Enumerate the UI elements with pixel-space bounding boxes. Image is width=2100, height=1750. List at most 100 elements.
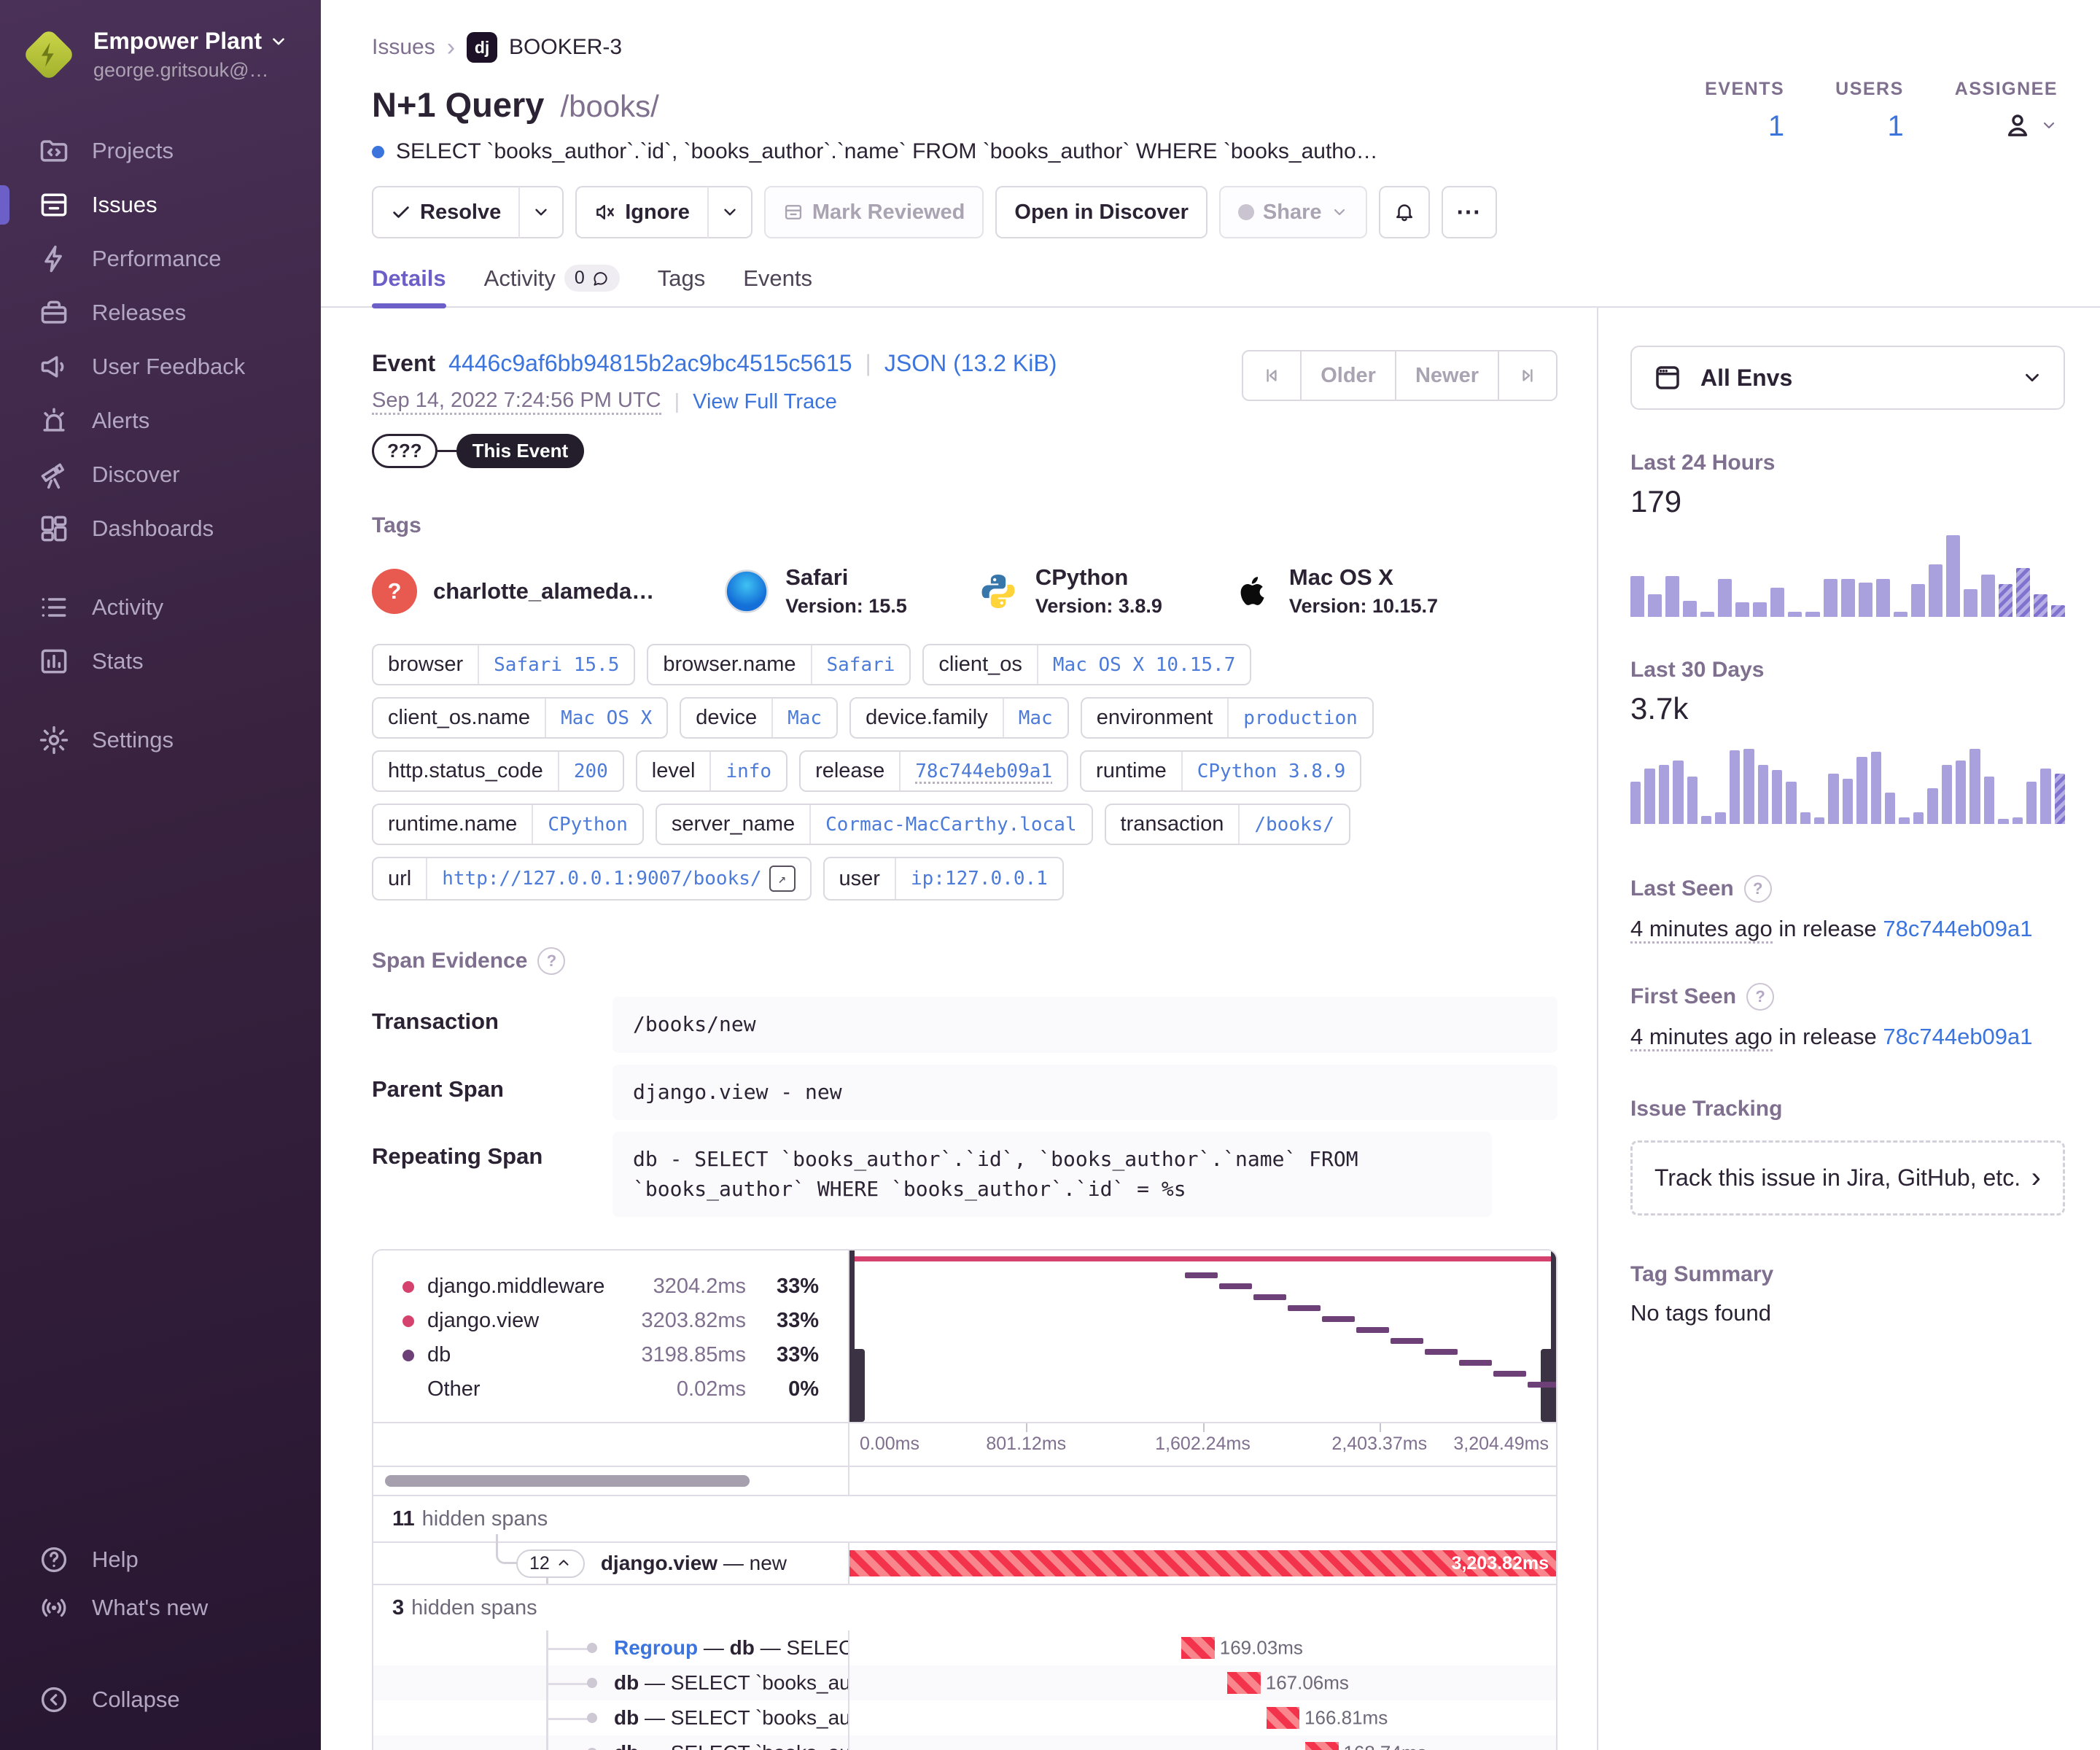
tab-tags[interactable]: Tags (657, 265, 706, 291)
events-stat-value[interactable]: 1 (1768, 110, 1785, 142)
context-browser[interactable]: Safari Version: 15.5 (724, 564, 907, 618)
sidebar-item-projects[interactable]: Projects (0, 124, 321, 178)
chart-bar (1673, 760, 1684, 824)
span-row-3[interactable]: db — SELECT `books_author`166.81ms (373, 1700, 1556, 1736)
org-switcher[interactable]: Empower Plant george.gritsouk@s… (0, 0, 321, 105)
collapse-children-pill[interactable]: 12 (516, 1549, 585, 1578)
external-link-icon[interactable]: ↗ (769, 866, 796, 892)
breadcrumb-issues[interactable]: Issues (372, 35, 435, 59)
ignore-dropdown-button[interactable] (707, 186, 752, 238)
event-json-link[interactable]: JSON (13.2 KiB) (884, 350, 1057, 376)
chart-bar (1913, 812, 1924, 824)
tag-key: url (388, 866, 412, 890)
sidebar-item-dashboards[interactable]: Dashboards (0, 502, 321, 556)
parent-span-row-tree[interactable]: 12 django.view — new 3,203.82ms (373, 1534, 1556, 1584)
first-seen-release-link[interactable]: 78c744eb09a1 (1883, 1024, 2033, 1049)
issue-tracking-label: Issue Tracking (1630, 1097, 1783, 1121)
sidebar-item-user-feedback[interactable]: User Feedback (0, 340, 321, 394)
event-id-link[interactable]: 4446c9af6bb94815b2ac9bc4515c5615 (448, 350, 852, 376)
tag-value[interactable]: info (709, 752, 786, 790)
minimap-span-dash (1253, 1294, 1286, 1301)
tag-value[interactable]: Safari (810, 645, 910, 684)
level-dot-icon (372, 145, 384, 158)
tag-value[interactable]: production (1227, 699, 1372, 737)
runtime-name: CPython (1035, 564, 1129, 590)
sidebar-item-discover[interactable]: Discover (0, 448, 321, 502)
breadcrumb-chevron-icon: › (446, 33, 456, 61)
skip-last-button[interactable] (1499, 350, 1558, 401)
chevron-down-icon (273, 37, 284, 45)
span-row-4[interactable]: db — SELECT `books_author`168.74ms (373, 1735, 1556, 1750)
oldest-event-button[interactable] (1242, 350, 1302, 401)
tag-value[interactable]: CPython (532, 805, 642, 844)
open-in-discover-button[interactable]: Open in Discover (995, 186, 1208, 238)
span-minimap[interactable] (849, 1251, 1556, 1423)
track-issue-button[interactable]: Track this issue in Jira, GitHub, etc. › (1630, 1140, 2065, 1216)
sidebar-item-help[interactable]: Help (0, 1536, 321, 1584)
sidebar-item-performance[interactable]: Performance (0, 232, 321, 286)
minimap-right-handle[interactable] (1541, 1251, 1556, 1423)
tag-value[interactable]: ip:127.0.0.1 (894, 858, 1062, 899)
sidebar-item-alerts[interactable]: Alerts (0, 394, 321, 448)
trace-unknown-pill[interactable]: ??? (372, 434, 438, 468)
page-header: Issues › dj BOOKER-3 N+1 Query /books/ S… (321, 0, 2100, 308)
view-full-trace-link[interactable]: View Full Trace (693, 389, 837, 413)
ignore-button[interactable]: Ignore (575, 186, 707, 238)
subscribe-bell-button[interactable] (1378, 186, 1430, 238)
sidebar-item-releases[interactable]: Releases (0, 286, 321, 340)
regroup-link[interactable]: Regroup (614, 1636, 699, 1660)
tag-value[interactable]: Mac OS X (545, 699, 666, 737)
sidebar-item-stats[interactable]: Stats (0, 634, 321, 688)
chart-bar (1814, 817, 1825, 824)
tag-value[interactable]: Mac (1002, 699, 1068, 737)
resolve-dropdown-button[interactable] (518, 186, 564, 238)
hidden-spans-top[interactable]: 11 hidden spans (373, 1495, 1556, 1542)
tag-value[interactable]: Mac (771, 699, 836, 737)
older-event-button[interactable]: Older (1302, 350, 1396, 401)
sidebar-item-settings[interactable]: Settings (0, 713, 321, 767)
span-row-1[interactable]: Regroup — db — SELECT `boo169.03ms (373, 1630, 1556, 1666)
tab-details[interactable]: Details (372, 265, 446, 308)
users-stat-value[interactable]: 1 (1887, 110, 1904, 142)
horizontal-scrollbar[interactable] (385, 1475, 750, 1488)
tag-value[interactable]: CPython 3.8.9 (1181, 752, 1360, 790)
context-user-name: charlotte_alameda… (433, 578, 655, 604)
chart-bar (1928, 564, 1942, 617)
tag-value[interactable]: 78c744eb09a1 (899, 752, 1067, 790)
newer-event-button[interactable]: Newer (1396, 350, 1499, 401)
tag-value[interactable]: Mac OS X 10.15.7 (1036, 645, 1250, 684)
tag-value[interactable]: /books/ (1238, 805, 1349, 844)
environment-select[interactable]: All Envs (1630, 346, 2065, 410)
help-question-icon[interactable]: ? (1746, 983, 1775, 1011)
sidebar-item-collapse[interactable]: Collapse (0, 1676, 321, 1724)
chart-bar (1980, 574, 1995, 617)
sidebar-item-what-s-new[interactable]: What's new (0, 1584, 321, 1632)
chart-bar (1885, 793, 1896, 824)
sidebar-item-activity[interactable]: Activity (0, 580, 321, 634)
assignee-selector[interactable] (2002, 110, 2058, 141)
context-os[interactable]: Mac OS X Version: 10.15.7 (1232, 564, 1438, 618)
help-question-icon[interactable]: ? (537, 947, 566, 975)
help-question-icon[interactable]: ? (1743, 875, 1772, 903)
tag-value[interactable]: 200 (557, 752, 623, 790)
minimap-span-dash (1528, 1382, 1556, 1388)
tab-events[interactable]: Events (743, 265, 813, 291)
tab-activity[interactable]: Activity 0 (484, 265, 620, 306)
context-user[interactable]: ? charlotte_alameda… (372, 568, 655, 614)
this-event-pill[interactable]: This Event (456, 434, 585, 468)
resolve-button[interactable]: Resolve (372, 186, 519, 238)
tag-key: runtime (1096, 759, 1167, 782)
context-runtime[interactable]: CPython Version: 3.8.9 (977, 564, 1162, 618)
mark-reviewed-button[interactable]: Mark Reviewed (763, 186, 984, 238)
tag-value[interactable]: http://127.0.0.1:9007/books/↗ (426, 858, 809, 899)
event-label: Event (372, 350, 436, 376)
share-button[interactable]: Share (1218, 186, 1367, 238)
tag-value[interactable]: Cormac-MacCarthy.local (809, 805, 1091, 844)
tag-value[interactable]: Safari 15.5 (478, 645, 634, 684)
span-row-2[interactable]: db — SELECT `books_author`167.06ms (373, 1665, 1556, 1701)
hidden-spans-mid[interactable]: 3 hidden spans (373, 1584, 1556, 1631)
more-actions-button[interactable]: ⋯ (1441, 186, 1497, 238)
last-seen-release-link[interactable]: 78c744eb09a1 (1883, 916, 2033, 941)
sidebar-item-issues[interactable]: Issues (0, 178, 321, 232)
minimap-left-handle[interactable] (849, 1251, 865, 1423)
